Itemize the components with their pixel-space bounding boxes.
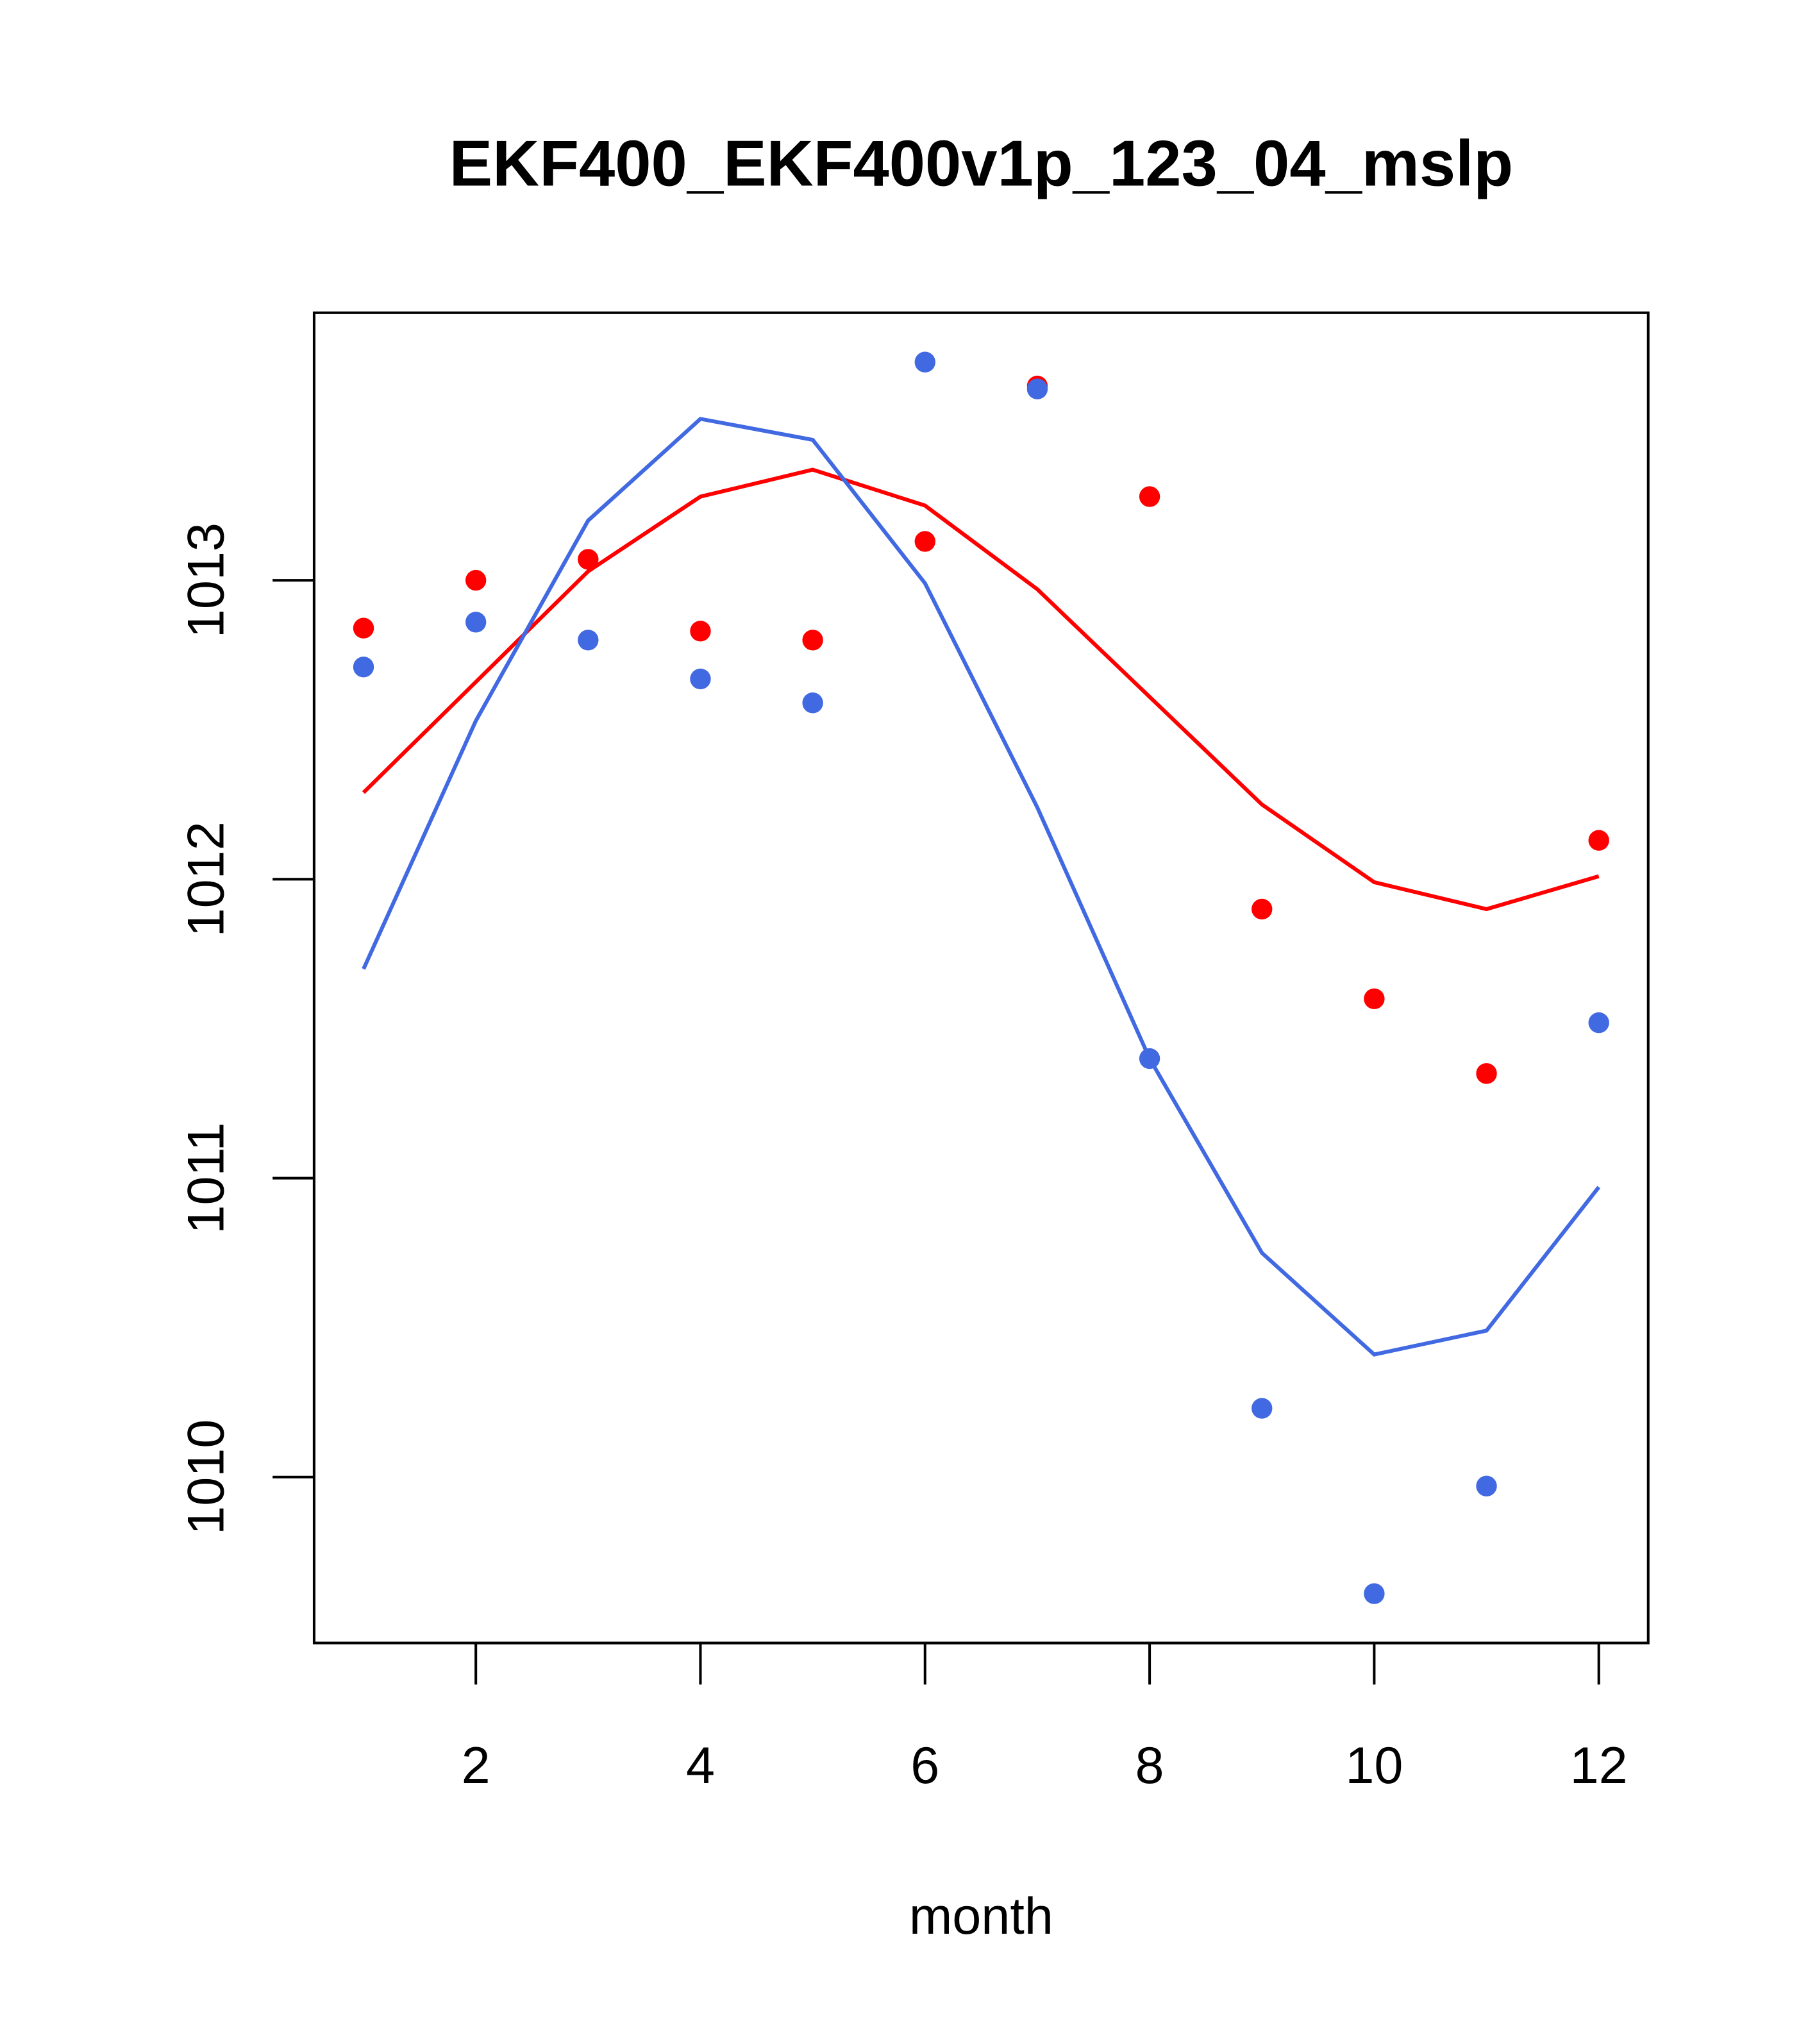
x-tick-label: 8: [1135, 1737, 1164, 1795]
blue-point: [1364, 1583, 1385, 1604]
red-point: [914, 531, 935, 552]
blue-point: [578, 630, 599, 651]
blue-point: [1252, 1398, 1273, 1419]
red-line: [362, 467, 1600, 912]
blue-point: [1476, 1475, 1497, 1496]
x-axis: 2 4 6 8 10 12: [462, 1641, 1628, 1795]
red-point: [1252, 898, 1273, 920]
y-tick-label: 1013: [177, 523, 235, 638]
blue-point: [802, 692, 823, 714]
blue-point: [914, 351, 935, 373]
y-tick-label: 1010: [177, 1420, 235, 1535]
red-point: [353, 617, 374, 639]
x-tick-label: 6: [910, 1737, 939, 1795]
y-axis: 1010 1011 1012 1013: [177, 523, 315, 1535]
blue-line: [362, 417, 1601, 1357]
x-tick-label: 12: [1570, 1737, 1628, 1795]
red-point: [1476, 1063, 1497, 1084]
chart-title: EKF400_EKF400v1p_123_04_mslp: [449, 127, 1513, 199]
blue-point: [465, 612, 487, 633]
y-tick-label: 1012: [177, 821, 235, 937]
red-point: [1139, 486, 1160, 507]
red-point: [802, 630, 823, 651]
x-tick-label: 4: [686, 1737, 715, 1795]
plot-box: [312, 311, 1650, 1645]
red-point: [1588, 830, 1609, 851]
blue-point: [353, 657, 374, 678]
x-axis-label: month: [909, 1888, 1053, 1945]
x-tick-label: 10: [1345, 1737, 1403, 1795]
blue-point: [690, 668, 711, 690]
blue-point: [1588, 1012, 1609, 1034]
y-tick-label: 1011: [177, 1123, 235, 1234]
red-point: [465, 569, 487, 591]
red-point: [690, 621, 711, 642]
red-point: [1364, 988, 1385, 1010]
x-tick-label: 2: [462, 1737, 490, 1795]
blue-point: [1026, 378, 1048, 399]
series-layer: [353, 351, 1609, 1604]
red-point: [578, 549, 599, 570]
blue-point: [1139, 1048, 1160, 1069]
